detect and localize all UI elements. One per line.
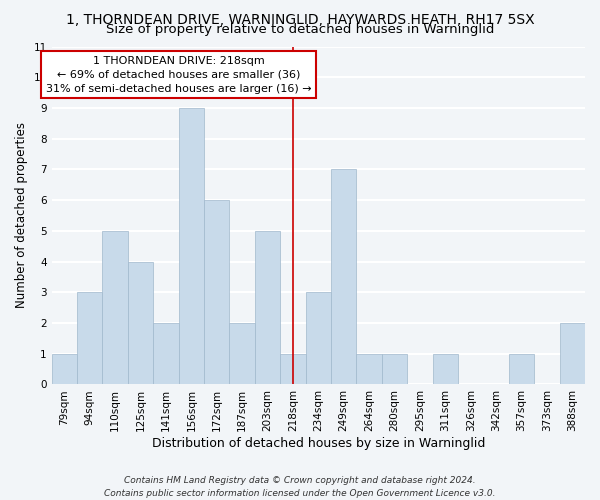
Bar (560, 323, 585, 384)
Bar (128, 262, 153, 384)
Text: 1, THORNDEAN DRIVE, WARNINGLID, HAYWARDS HEATH, RH17 5SX: 1, THORNDEAN DRIVE, WARNINGLID, HAYWARDS… (65, 12, 535, 26)
Text: Size of property relative to detached houses in Warninglid: Size of property relative to detached ho… (106, 22, 494, 36)
Bar (280, 354, 305, 384)
X-axis label: Distribution of detached houses by size in Warninglid: Distribution of detached houses by size … (152, 437, 485, 450)
Text: Contains HM Land Registry data © Crown copyright and database right 2024.
Contai: Contains HM Land Registry data © Crown c… (104, 476, 496, 498)
Bar (382, 354, 407, 384)
Bar (153, 323, 179, 384)
Bar (255, 231, 280, 384)
Bar (77, 292, 103, 384)
Text: 1 THORNDEAN DRIVE: 218sqm
← 69% of detached houses are smaller (36)
31% of semi-: 1 THORNDEAN DRIVE: 218sqm ← 69% of detac… (46, 56, 311, 94)
Bar (433, 354, 458, 384)
Bar (331, 170, 356, 384)
Bar (52, 354, 77, 384)
Bar (356, 354, 382, 384)
Bar (179, 108, 204, 384)
Bar (204, 200, 229, 384)
Bar (229, 323, 255, 384)
Bar (509, 354, 534, 384)
Bar (103, 231, 128, 384)
Y-axis label: Number of detached properties: Number of detached properties (15, 122, 28, 308)
Bar (305, 292, 331, 384)
